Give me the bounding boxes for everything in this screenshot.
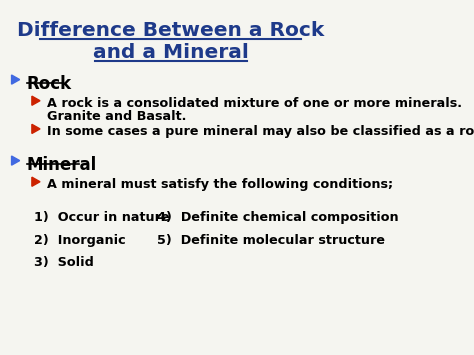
Text: Mineral: Mineral	[27, 156, 97, 174]
Polygon shape	[32, 124, 40, 133]
Text: Granite and Basalt.: Granite and Basalt.	[47, 110, 186, 122]
Text: 5)  Definite molecular structure: 5) Definite molecular structure	[157, 234, 385, 247]
Text: 1)  Occur in nature: 1) Occur in nature	[34, 211, 169, 224]
Text: Rock: Rock	[27, 75, 72, 93]
Text: 3)  Solid: 3) Solid	[34, 256, 93, 269]
Text: In some cases a pure mineral may also be classified as a rock.: In some cases a pure mineral may also be…	[47, 125, 474, 138]
Polygon shape	[11, 75, 20, 84]
Text: and a Mineral: and a Mineral	[93, 43, 249, 62]
Polygon shape	[32, 177, 40, 186]
Polygon shape	[32, 96, 40, 105]
Text: Difference Between a Rock: Difference Between a Rock	[17, 21, 324, 40]
Text: A mineral must satisfy the following conditions;: A mineral must satisfy the following con…	[47, 178, 393, 191]
Text: 4)  Definite chemical composition: 4) Definite chemical composition	[157, 211, 399, 224]
Polygon shape	[11, 156, 20, 165]
Text: 2)  Inorganic: 2) Inorganic	[34, 234, 125, 247]
Text: A rock is a consolidated mixture of one or more minerals.   Ex.: A rock is a consolidated mixture of one …	[47, 97, 474, 110]
